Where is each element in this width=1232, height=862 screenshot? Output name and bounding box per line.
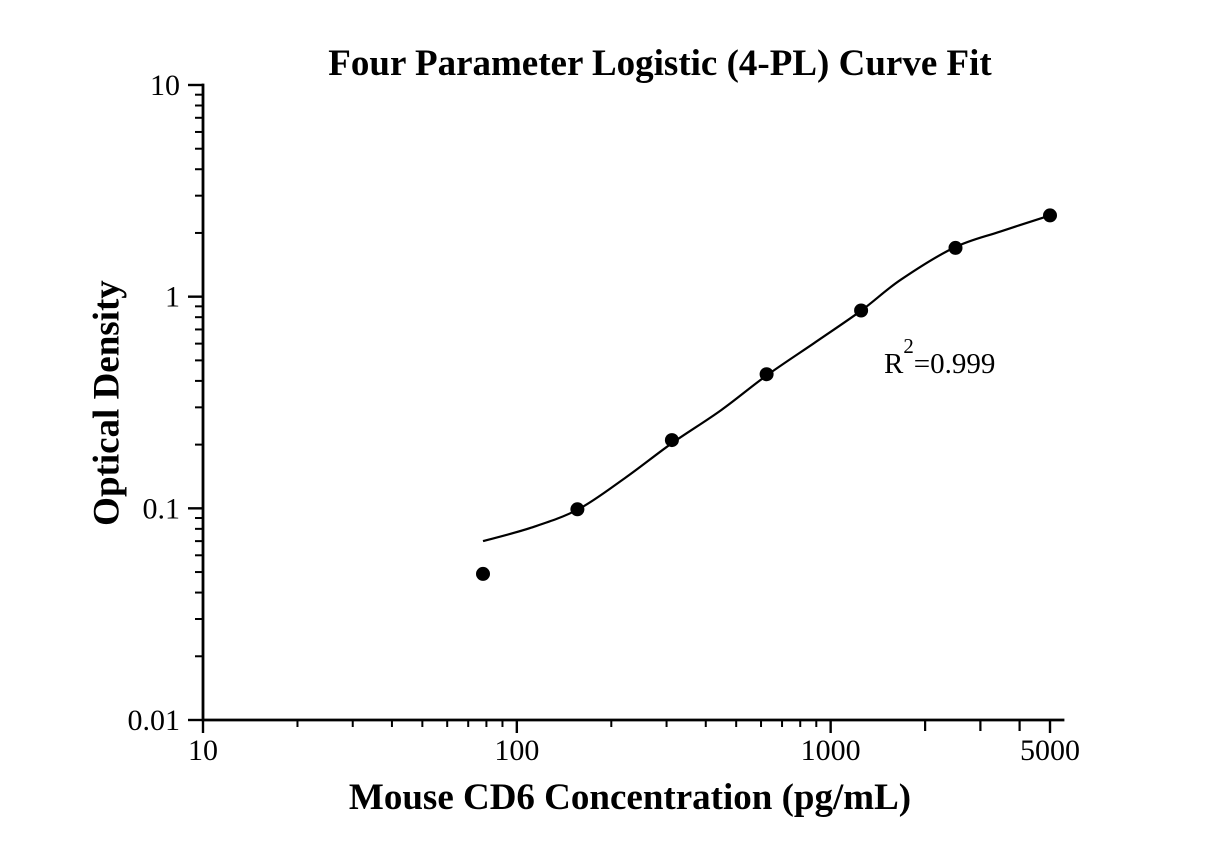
x-tick-label: 10	[188, 734, 218, 767]
r-squared-annotation: R2=0.999	[884, 336, 996, 380]
chart-title: Four Parameter Logistic (4-PL) Curve Fit	[328, 43, 992, 84]
data-point-marker	[570, 502, 585, 517]
data-point-marker	[854, 303, 869, 318]
data-point-marker	[948, 240, 963, 255]
r-squared-prefix: R	[884, 348, 904, 380]
axis-spine	[201, 83, 1065, 722]
r-squared-value: =0.999	[913, 348, 996, 380]
r-squared-superscript: 2	[903, 333, 914, 358]
x-tick-label: 100	[494, 734, 539, 767]
data-point-marker	[1043, 208, 1057, 223]
y-tick-label: 0.01	[128, 704, 181, 737]
data-point-marker	[664, 433, 679, 448]
x-tick-label: 5000	[1020, 734, 1080, 767]
y-tick-label: 1	[165, 281, 180, 314]
data-point-marker	[476, 566, 490, 581]
x-axis-label: Mouse CD6 Concentration (pg/mL)	[348, 777, 912, 818]
x-tick-label: 1000	[801, 734, 861, 767]
y-tick-label: 10	[150, 69, 180, 102]
data-point-marker	[759, 367, 774, 382]
y-tick-label: 0.1	[143, 492, 181, 525]
